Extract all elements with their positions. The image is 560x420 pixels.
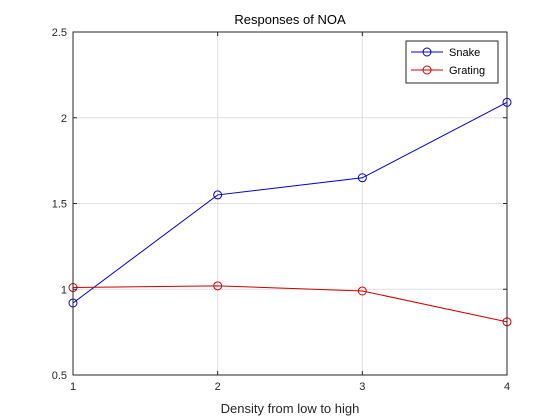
y-tick-label: 1.5 — [52, 199, 67, 211]
legend-swatch-marker — [422, 47, 432, 57]
legend-label: Snake — [449, 47, 480, 59]
series-line — [72, 285, 508, 323]
data-point — [213, 190, 223, 200]
series-layer — [68, 97, 512, 327]
data-point — [357, 173, 367, 183]
legend: Snake Grating — [405, 40, 499, 84]
legend-label: Grating — [449, 65, 485, 77]
x-tick-label: 2 — [215, 381, 221, 393]
series-line — [72, 101, 508, 304]
data-point — [213, 281, 223, 291]
x-tick-label: 3 — [359, 381, 365, 393]
legend-item: Snake — [411, 47, 480, 59]
y-tick-label: 2 — [61, 113, 67, 125]
data-point — [357, 286, 367, 296]
x-tick-label: 1 — [70, 381, 76, 393]
y-tick-label: 2.5 — [52, 27, 67, 39]
y-tick-label: 0.5 — [52, 370, 67, 382]
y-tick-label: 1 — [61, 284, 67, 296]
x-tick-label: 4 — [504, 381, 510, 393]
legend-item: Grating — [411, 65, 485, 77]
legend-swatch-marker — [422, 65, 432, 75]
legend-box — [405, 40, 499, 84]
chart-title: Responses of NOA — [234, 12, 346, 27]
axis-ticks: 1 2 3 40.511.522.5 — [52, 27, 510, 393]
x-axis-label: Density from low to high — [221, 401, 360, 416]
